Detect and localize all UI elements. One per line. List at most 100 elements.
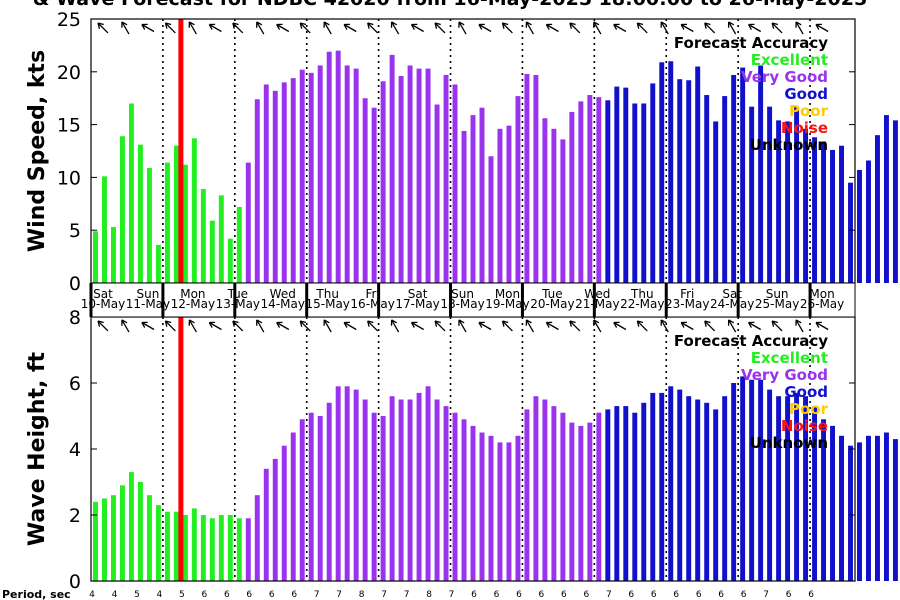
data-bar (749, 379, 755, 581)
arrow-head (680, 23, 688, 30)
data-bar (371, 412, 377, 581)
direction-arrow-icon (390, 21, 400, 35)
data-bar (767, 389, 773, 581)
period-value: 6 (246, 590, 252, 600)
legend-entry: Unknown (750, 434, 828, 452)
arrow-shaft (299, 320, 311, 332)
arrow-head (613, 23, 620, 30)
data-bar (533, 396, 539, 581)
arrow-shaft (188, 21, 197, 35)
arrow-head (727, 319, 735, 326)
data-bar (389, 396, 395, 581)
period-value: 6 (808, 590, 814, 600)
arrow-shaft (188, 319, 197, 333)
direction-arrow-icon (343, 23, 357, 33)
direction-arrow-icon (545, 321, 559, 331)
data-bar (308, 72, 314, 283)
arrow-shaft (121, 21, 130, 35)
data-bar (668, 61, 674, 283)
data-bar (326, 51, 332, 284)
legend-entry: Poor (789, 400, 829, 418)
period-value: 7 (336, 590, 342, 600)
data-bar (677, 79, 683, 283)
arrow-head (390, 319, 398, 326)
arrow-head (501, 320, 509, 327)
arrow-shaft (323, 319, 332, 333)
arrow-head (525, 21, 532, 28)
data-bar (371, 107, 377, 283)
data-bar (758, 65, 764, 284)
arrow-head (748, 321, 755, 328)
day-separator (520, 283, 524, 317)
data-bar (560, 139, 566, 283)
day-date-label: 21-May (575, 297, 619, 311)
day-name-label: Tue (541, 287, 563, 301)
direction-arrow-icon (501, 22, 513, 34)
period-value: 6 (269, 590, 275, 600)
direction-arrow-icon (188, 21, 197, 35)
data-bar (623, 87, 629, 283)
data-bar (848, 445, 853, 581)
data-bar (479, 107, 485, 283)
data-bar (713, 121, 719, 283)
arrow-head (121, 319, 128, 326)
direction-arrows-2 (97, 319, 829, 333)
data-bar (380, 81, 386, 283)
arrow-shaft (367, 320, 379, 332)
direction-arrow-icon (545, 23, 559, 33)
period-value: 4 (89, 590, 95, 600)
y-tick-label: 6 (69, 373, 81, 395)
period-value: 6 (786, 590, 792, 600)
direction-arrow-icon (121, 21, 130, 35)
data-bar (776, 120, 782, 283)
legend-entry: Noise (781, 119, 828, 137)
legend-entry: Excellent (751, 51, 828, 69)
direction-arrow-icon (593, 319, 602, 333)
arrow-head (660, 21, 667, 28)
data-bar (560, 412, 566, 581)
direction-arrow-icon (208, 23, 222, 33)
day-separator (161, 283, 165, 317)
data-bar (892, 120, 898, 283)
data-bar (200, 189, 206, 283)
arrow-head (458, 319, 465, 326)
direction-arrow-icon (569, 22, 581, 34)
data-bar (488, 156, 494, 283)
day-name-label: Wed (270, 287, 296, 301)
data-bar (641, 402, 647, 581)
data-bar (812, 137, 818, 283)
y-tick-label: 0 (69, 571, 81, 593)
direction-arrow-icon (323, 319, 332, 333)
arrow-head (458, 21, 465, 28)
day-separator (808, 283, 812, 317)
arrow-shaft (323, 21, 332, 35)
arrow-head (545, 23, 553, 30)
data-bar (416, 68, 422, 283)
data-bar (173, 511, 179, 581)
data-bar (839, 145, 844, 283)
arrow-head (256, 319, 263, 326)
data-bar (749, 106, 755, 283)
day-name-label: Sat (722, 287, 742, 301)
data-bar (110, 495, 116, 581)
data-bar (218, 515, 224, 581)
period-value: 6 (224, 590, 230, 600)
data-bar (587, 95, 593, 283)
arrow-shaft (165, 320, 176, 332)
arrow-head (343, 321, 350, 328)
period-value: 4 (157, 590, 163, 600)
arrow-head (367, 22, 374, 29)
direction-arrow-icon (410, 23, 424, 33)
data-bar (218, 195, 224, 283)
arrow-shaft (795, 319, 804, 333)
arrow-shaft (546, 23, 559, 33)
arrow-shaft (391, 21, 400, 35)
direction-arrow-icon (367, 320, 379, 332)
data-bar (308, 412, 314, 581)
y-axis-label: Wave Height, ft (25, 351, 50, 546)
data-bar (524, 409, 530, 581)
direction-arrow-icon (636, 320, 648, 332)
day-name-label: Mon (180, 287, 205, 301)
arrow-shaft (367, 22, 379, 34)
arrow-shaft (525, 319, 535, 333)
